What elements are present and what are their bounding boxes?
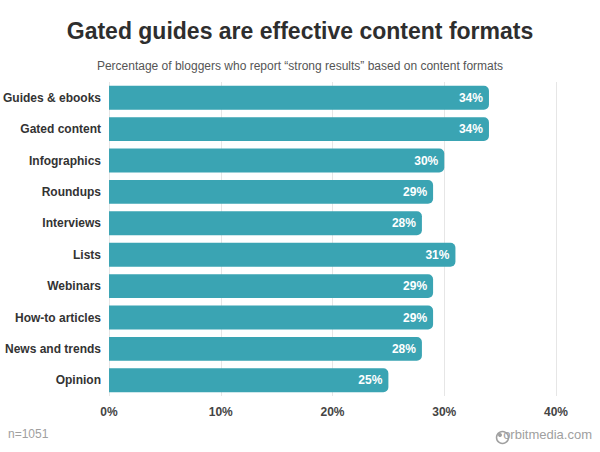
svg-text:n=1051: n=1051 — [8, 427, 49, 441]
svg-text:orbitmedia.com: orbitmedia.com — [503, 427, 592, 442]
svg-text:News and trends: News and trends — [5, 342, 101, 356]
svg-text:Infographics: Infographics — [29, 154, 101, 168]
svg-text:Opinion: Opinion — [56, 373, 101, 387]
svg-text:29%: 29% — [403, 311, 427, 325]
svg-text:40%: 40% — [544, 405, 568, 419]
svg-text:Interviews: Interviews — [42, 216, 101, 230]
svg-text:20%: 20% — [320, 405, 344, 419]
svg-text:29%: 29% — [403, 279, 427, 293]
svg-text:Guides & ebooks: Guides & ebooks — [3, 91, 101, 105]
svg-text:34%: 34% — [459, 122, 483, 136]
svg-text:28%: 28% — [392, 216, 416, 230]
svg-text:29%: 29% — [403, 185, 427, 199]
svg-text:34%: 34% — [459, 91, 483, 105]
svg-text:31%: 31% — [425, 248, 449, 262]
svg-text:Percentage of bloggers who rep: Percentage of bloggers who report “stron… — [97, 59, 503, 73]
svg-text:Lists: Lists — [73, 248, 101, 262]
svg-text:10%: 10% — [209, 405, 233, 419]
svg-text:25%: 25% — [358, 373, 382, 387]
svg-text:Roundups: Roundups — [42, 185, 102, 199]
svg-text:Gated content: Gated content — [20, 122, 101, 136]
svg-text:Webinars: Webinars — [47, 279, 101, 293]
svg-text:0%: 0% — [100, 405, 118, 419]
svg-text:30%: 30% — [432, 405, 456, 419]
svg-text:Gated guides are effective con: Gated guides are effective content forma… — [67, 18, 534, 44]
svg-text:How-to articles: How-to articles — [15, 311, 101, 325]
svg-text:28%: 28% — [392, 342, 416, 356]
svg-text:30%: 30% — [414, 154, 438, 168]
